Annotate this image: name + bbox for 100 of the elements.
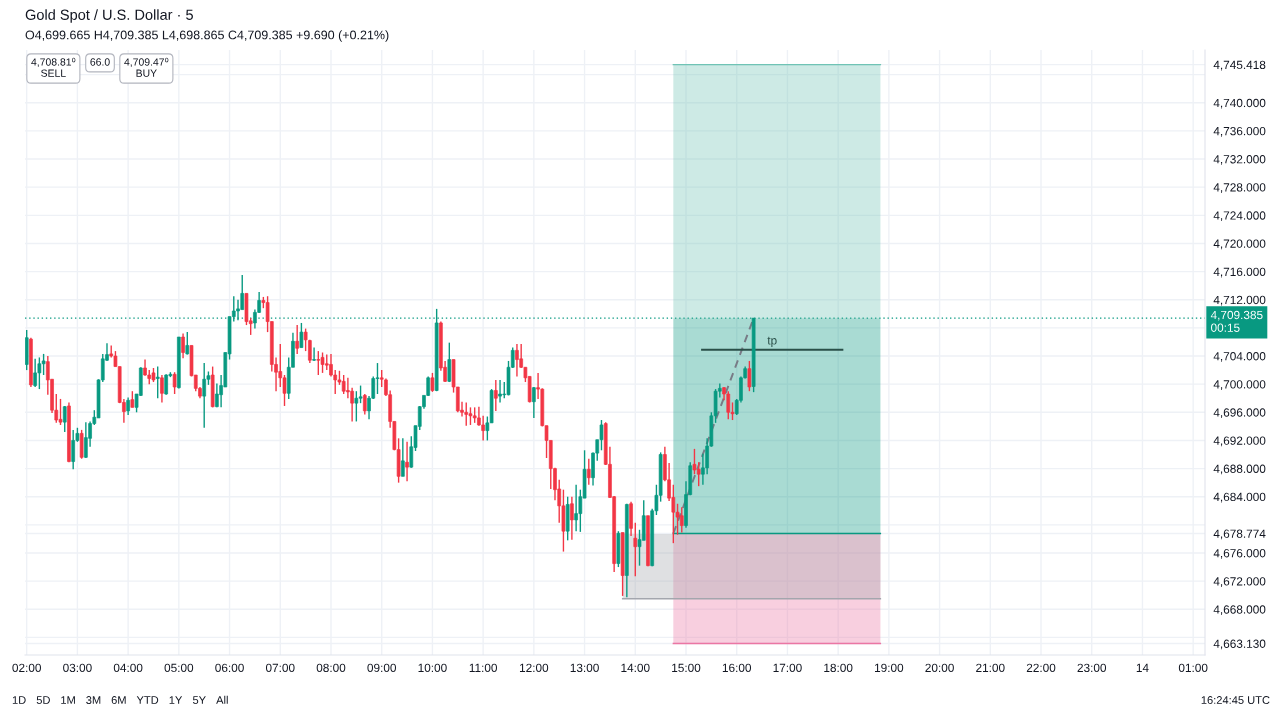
candlestick: [362, 393, 367, 416]
y-tick-label: 4,728.000: [1213, 183, 1266, 193]
candlestick: [303, 327, 308, 352]
x-tick-label: 08:00: [316, 663, 346, 672]
annotation: 4,708.81⁰ SELL: [31, 57, 76, 77]
x-tick-label: 13:00: [570, 663, 599, 672]
candlestick: [464, 401, 469, 427]
x-tick-label: 21:00: [976, 663, 1005, 672]
candlestick: [574, 484, 578, 532]
candlestick: [696, 461, 701, 487]
candlestick: [295, 324, 300, 355]
x-tick-label: 03:00: [63, 663, 92, 672]
x-tick-label: 22:00: [1026, 663, 1056, 672]
y-tick-label: 4,732.000: [1213, 155, 1266, 165]
candlestick: [599, 419, 604, 451]
candlestick: [181, 332, 185, 359]
candlestick: [498, 379, 502, 404]
candlestick: [515, 343, 519, 378]
x-tick-label: 06:00: [215, 663, 244, 672]
candlestick: [160, 374, 164, 404]
candlestick: [430, 372, 435, 393]
candlestick: [747, 360, 752, 392]
candlestick: [493, 379, 498, 412]
candlestick: [37, 356, 42, 390]
candlestick: [202, 362, 207, 429]
text: 16:24:45 UTC: [1201, 696, 1270, 704]
y-tick-label: 4,712.000: [1213, 295, 1266, 306]
series-label: tp: [767, 336, 777, 347]
text: 1M: [61, 696, 75, 704]
y-tick-label: 4,688.000: [1213, 464, 1266, 475]
candlestick: [726, 390, 731, 421]
y-tick-label: 4,678.774: [1213, 529, 1266, 540]
text: All: [216, 695, 228, 704]
x-tick-label: 15:00: [672, 663, 701, 672]
x-tick-label: 18:00: [824, 663, 853, 672]
ref-line-label: 4,709.385 00:15: [1210, 310, 1263, 332]
x-tick-label: 02:00: [12, 663, 41, 672]
candlestick: [532, 386, 536, 419]
candlestick: [71, 429, 76, 470]
candlestick: [354, 390, 359, 423]
y-tick-label: 4,745.418: [1213, 60, 1266, 71]
candlestick: [316, 350, 321, 376]
candlestick: [164, 373, 168, 396]
candlestick: [570, 496, 574, 541]
candlestick: [375, 362, 380, 395]
y-tick-label: 4,724.000: [1213, 211, 1266, 222]
x-tick-label: 14:00: [621, 663, 650, 672]
candlestick: [299, 322, 304, 349]
x-tick-label: 19:00: [875, 663, 904, 672]
text: 1Y: [169, 696, 183, 704]
candlestick: [401, 437, 405, 478]
candlestick: [58, 398, 63, 426]
x-tick-label: 16:00: [722, 663, 752, 672]
annotation: 4,709.47⁰ BUY: [124, 57, 169, 77]
y-tick-label: 4,704.000: [1213, 352, 1266, 362]
y-tick-label: 4,684.000: [1213, 492, 1266, 503]
candlestick: [341, 374, 346, 395]
candlestick: [79, 429, 84, 460]
y-tick-label: 4,720.000: [1213, 239, 1266, 250]
x-tick-label: 07:00: [265, 663, 295, 672]
x-tick-label: 14: [1136, 663, 1149, 672]
chart-title: Gold Spot / U.S. Dollar · 5: [25, 9, 193, 23]
candlestick: [679, 506, 684, 534]
candlestick: [312, 346, 316, 362]
candlestick: [185, 331, 190, 356]
candlestick: [633, 522, 638, 577]
x-tick-label: 01:00: [1178, 663, 1208, 672]
annotation: 66.0: [90, 58, 110, 66]
x-tick-label: 12:00: [519, 663, 549, 672]
candlestick: [62, 405, 67, 433]
y-tick-label: 4,663.130: [1213, 639, 1266, 650]
x-tick-label: 04:00: [113, 663, 143, 672]
text: 1D: [12, 696, 26, 704]
candlestick: [84, 421, 88, 459]
text: 5Y: [192, 696, 206, 704]
x-tick-label: 17:00: [773, 663, 802, 672]
y-tick-label: 4,736.000: [1213, 126, 1266, 137]
candlestick: [481, 415, 485, 442]
x-tick-label: 11:00: [469, 663, 498, 672]
candlestick: [172, 371, 177, 395]
y-tick-label: 4,668.000: [1213, 605, 1266, 616]
x-tick-label: 09:00: [367, 663, 397, 672]
candlestick: [447, 341, 452, 383]
y-tick-label: 4,672.000: [1213, 577, 1266, 587]
text: 6M: [111, 696, 126, 704]
candlestick: [405, 441, 409, 482]
y-tick-label: 4,676.000: [1213, 549, 1266, 559]
text: YTD: [136, 696, 159, 704]
text: 3M: [86, 696, 101, 704]
y-tick-label: 4,700.000: [1213, 380, 1266, 390]
candlestick: [33, 358, 37, 388]
candlestick: [320, 351, 325, 374]
candlestick: [155, 365, 160, 399]
text: 5D: [36, 696, 50, 704]
y-tick-label: 4,716.000: [1213, 267, 1266, 278]
y-tick-label: 4,740.000: [1213, 98, 1266, 109]
x-tick-label: 10:00: [418, 663, 447, 672]
x-tick-label: 20:00: [925, 663, 954, 672]
y-tick-label: 4,692.000: [1213, 436, 1266, 447]
x-tick-label: 05:00: [164, 663, 194, 672]
